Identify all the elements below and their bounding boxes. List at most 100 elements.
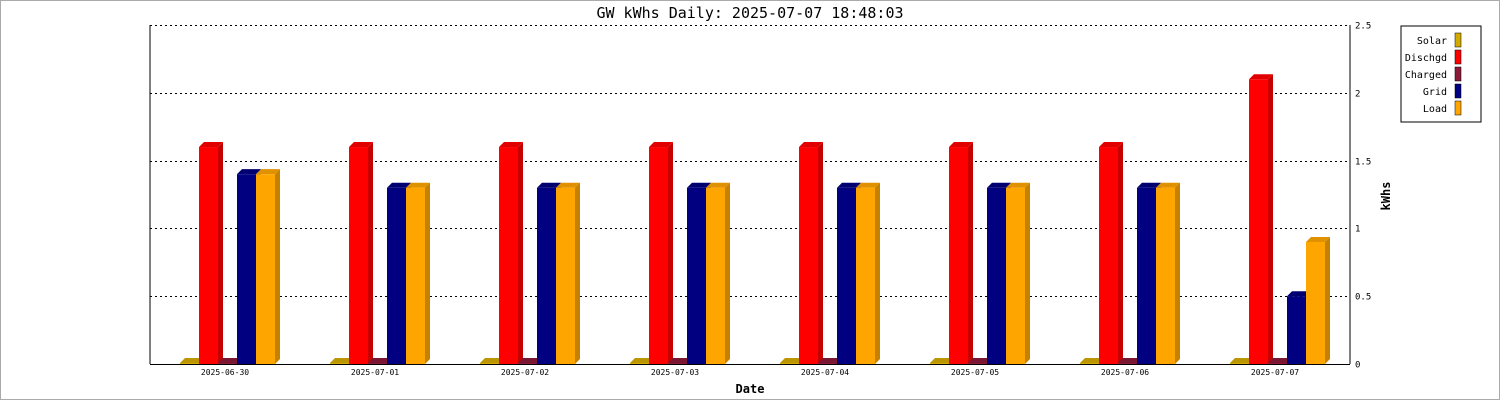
bar-front <box>649 147 668 364</box>
x-tick-label: 2025-07-02 <box>501 368 549 377</box>
bar-front <box>987 187 1006 364</box>
bar-top <box>987 182 1011 188</box>
bar-front <box>556 187 575 364</box>
legend-swatch <box>1454 83 1462 99</box>
bar-side <box>518 142 523 364</box>
bar-front <box>687 187 706 364</box>
bar-top <box>218 358 242 363</box>
bar-front <box>237 174 256 364</box>
bar-side <box>575 182 580 364</box>
bar-top <box>349 142 373 148</box>
bars <box>180 74 1330 365</box>
bar-dischgd <box>199 142 223 364</box>
bar-side <box>1325 236 1330 364</box>
bar-front <box>1118 363 1137 364</box>
bar-front <box>180 363 199 364</box>
bar-top <box>630 358 654 363</box>
chart-title: GW kWhs Daily: 2025-07-07 18:48:03 <box>596 4 903 22</box>
x-tick-label: 2025-07-01 <box>351 368 399 377</box>
y-axis-label: kWhs <box>1379 182 1393 211</box>
x-tick-label: 2025-07-07 <box>1251 368 1299 377</box>
bar-side <box>218 142 223 364</box>
legend-label: Load <box>1423 104 1447 115</box>
bar-top <box>518 358 542 363</box>
bar-dischgd <box>649 142 673 364</box>
bar-top <box>668 358 692 363</box>
bar-top <box>368 358 392 363</box>
bar-side <box>1025 182 1030 364</box>
bar-side <box>1175 182 1180 364</box>
bar-side <box>1118 142 1123 364</box>
x-tick-label: 2025-07-05 <box>951 368 999 377</box>
bar-dischgd <box>949 142 973 364</box>
x-tick-label: 2025-07-06 <box>1101 368 1149 377</box>
bar-front <box>330 363 349 364</box>
legend-box <box>1400 25 1482 123</box>
bar-front <box>1137 187 1156 364</box>
bar-side <box>968 142 973 364</box>
bar-side <box>668 142 673 364</box>
bar-dischgd <box>1099 142 1123 364</box>
bar-front <box>799 147 818 364</box>
bar-top <box>480 358 504 363</box>
bar-side <box>425 182 430 364</box>
bar-top <box>799 142 823 148</box>
bar-front <box>518 363 537 364</box>
bar-top <box>706 182 730 188</box>
bar-front <box>780 363 799 364</box>
bar-front <box>818 363 837 364</box>
bar-top <box>237 169 261 175</box>
bar-front <box>968 363 987 364</box>
x-tick-label: 2025-06-30 <box>201 368 249 377</box>
bar-top <box>1099 142 1123 148</box>
bar-front <box>1080 363 1099 364</box>
legend-swatch <box>1454 49 1462 65</box>
bar-top <box>1080 358 1104 363</box>
bar-top <box>1137 182 1161 188</box>
bar-top <box>837 182 861 188</box>
axes <box>149 25 1351 365</box>
bar-top <box>499 142 523 148</box>
bar-front <box>949 147 968 364</box>
y-tick-label: 1.5 <box>1355 158 1371 168</box>
bar-front <box>368 363 387 364</box>
bar-top <box>930 358 954 363</box>
bar-side <box>1268 74 1273 365</box>
y-tick-label: 1 <box>1355 225 1360 235</box>
bar-top <box>968 358 992 363</box>
bar-load <box>1006 182 1030 364</box>
bar-load <box>1306 236 1330 364</box>
legend-label: Grid <box>1423 87 1447 98</box>
bar-load <box>1156 182 1180 364</box>
bar-top <box>818 358 842 363</box>
bar-front <box>218 363 237 364</box>
bar-top <box>1249 74 1273 80</box>
bar-load <box>406 182 430 364</box>
bar-front <box>349 147 368 364</box>
bar-top <box>1230 358 1254 363</box>
bar-load <box>256 169 280 364</box>
bar-top <box>1268 358 1292 363</box>
legend-swatch <box>1454 100 1462 116</box>
bar-top <box>949 142 973 148</box>
bar-front <box>1306 241 1325 364</box>
bar-side <box>875 182 880 364</box>
bar-front <box>499 147 518 364</box>
bar-dischgd <box>499 142 523 364</box>
bar-top <box>330 358 354 363</box>
bar-dischgd <box>1249 74 1273 365</box>
bar-side <box>368 142 373 364</box>
bar-side <box>275 169 280 364</box>
bar-front <box>1287 296 1306 364</box>
bar-load <box>556 182 580 364</box>
bar-dischgd <box>799 142 823 364</box>
legend-label: Charged <box>1405 70 1447 81</box>
bar-top <box>199 142 223 148</box>
bar-front <box>630 363 649 364</box>
bar-load <box>856 182 880 364</box>
bar-front <box>1268 363 1287 364</box>
bar-top <box>406 182 430 188</box>
x-tick-labels: 2025-06-30 2025-07-01 2025-07-02 2025-07-03… <box>201 368 1299 377</box>
bar-front <box>668 363 687 364</box>
